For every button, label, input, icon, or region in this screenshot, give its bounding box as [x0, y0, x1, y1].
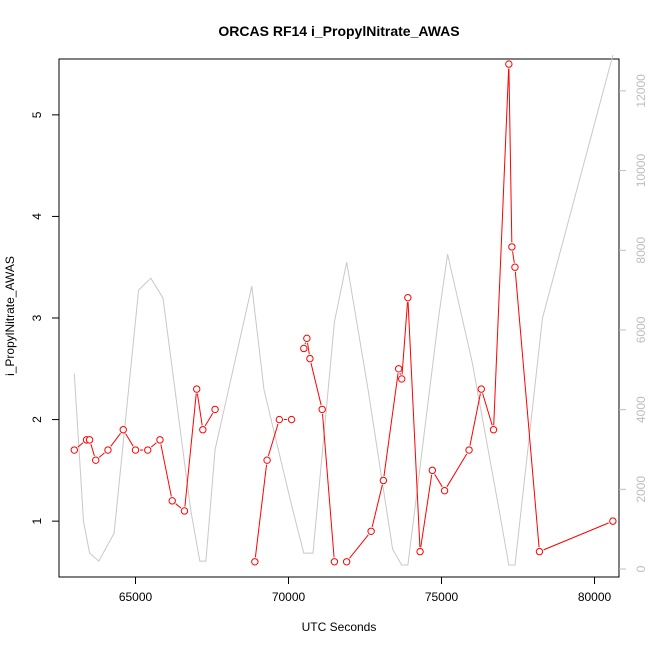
data-point [251, 558, 259, 566]
data-point [465, 446, 473, 454]
data-point [156, 436, 164, 444]
data-point [300, 344, 308, 353]
series-line-segment [267, 423, 279, 457]
data-point [428, 466, 437, 475]
series-line-segment [98, 452, 105, 458]
data-point [404, 293, 412, 302]
data-point [275, 415, 284, 424]
y-tick-label: 4 [30, 213, 44, 220]
data-point [318, 405, 326, 414]
series-line-segment [434, 473, 443, 488]
y-axis-label: i_PropylNitrate_AWAS [3, 256, 17, 376]
data-point [306, 354, 314, 363]
x-tick-label: 75000 [425, 590, 459, 604]
series-line-segment [514, 271, 540, 548]
y2-tick-label: 0 [634, 565, 648, 572]
y2-tick-label: 10000 [634, 154, 648, 188]
series-line-segment [543, 522, 609, 551]
series-line-segment [322, 413, 335, 558]
data-point [416, 547, 424, 556]
data-point [535, 547, 544, 556]
data-point [287, 415, 296, 424]
data-point [85, 436, 94, 444]
series-line-segment [307, 342, 310, 355]
data-point [379, 476, 388, 485]
series-line-right-axis [73, 54, 614, 566]
series-line-segment [371, 484, 383, 528]
series-line-segment [508, 68, 513, 243]
series-line-segment [401, 302, 409, 375]
series-line-segment [446, 453, 468, 488]
series-line-segment [77, 442, 84, 448]
data-point [119, 426, 127, 434]
data-point [609, 517, 617, 525]
series-line-segment [407, 302, 421, 548]
y2-tick-label: 8000 [634, 237, 648, 264]
data-point [92, 456, 100, 464]
data-point [180, 507, 189, 515]
series-line-segment [196, 393, 203, 426]
series-line-segment [420, 474, 433, 548]
chart-title: ORCAS RF14 i_PropylNitrate_AWAS [218, 23, 459, 39]
series-line-segment [125, 433, 134, 447]
series-line-segment [512, 251, 515, 263]
data-point [104, 446, 112, 454]
series-line-segment [175, 503, 182, 509]
data-point [508, 243, 516, 251]
series-line-segment [110, 433, 121, 447]
data-point [440, 486, 449, 495]
y2-tick-label: 6000 [634, 316, 648, 343]
series-line-segment [493, 68, 510, 426]
series-line-segment [482, 393, 493, 426]
data-point [477, 385, 485, 393]
data-point [511, 263, 519, 271]
y2-tick-label: 12000 [634, 74, 648, 108]
data-point [489, 426, 498, 434]
data-point [199, 426, 207, 434]
y2-tick-label: 4000 [634, 396, 648, 423]
data-point [168, 497, 176, 505]
data-point [144, 446, 152, 454]
y-tick-label: 5 [30, 111, 44, 118]
plot-area: 65000 70000 75000 80000 1 2 3 4 5 0 2000 4000 6000 80… [30, 54, 648, 604]
y-tick-label: 1 [30, 517, 44, 524]
series-line-segment [184, 393, 197, 507]
x-tick-label: 70000 [272, 590, 306, 604]
series-line-segment [254, 464, 268, 558]
x-tick-label: 80000 [578, 590, 612, 604]
series-line-segment [204, 413, 214, 427]
data-point [70, 446, 79, 454]
data-point [131, 446, 140, 454]
data-point [398, 375, 406, 383]
data-point [505, 60, 513, 68]
data-point [303, 334, 311, 343]
series-line-segment [160, 444, 172, 497]
y-tick-label: 2 [30, 416, 44, 423]
x-tick-label: 65000 [119, 590, 153, 604]
series-line-segment [383, 373, 399, 477]
series-line-segment [349, 534, 369, 559]
data-point [211, 405, 219, 414]
y-tick-label: 3 [30, 314, 44, 321]
y2-tick-label: 2000 [634, 476, 648, 503]
data-point [193, 385, 201, 393]
series-line-segment [469, 393, 481, 446]
series-line-segment [310, 362, 322, 406]
series-line-segment [150, 442, 157, 448]
series-line-segment [90, 444, 95, 457]
data-point [367, 527, 375, 535]
data-point [394, 365, 403, 373]
x-axis-label: UTC Seconds [302, 620, 377, 634]
data-point [330, 558, 339, 566]
data-point [263, 456, 271, 464]
data-point [342, 558, 351, 566]
